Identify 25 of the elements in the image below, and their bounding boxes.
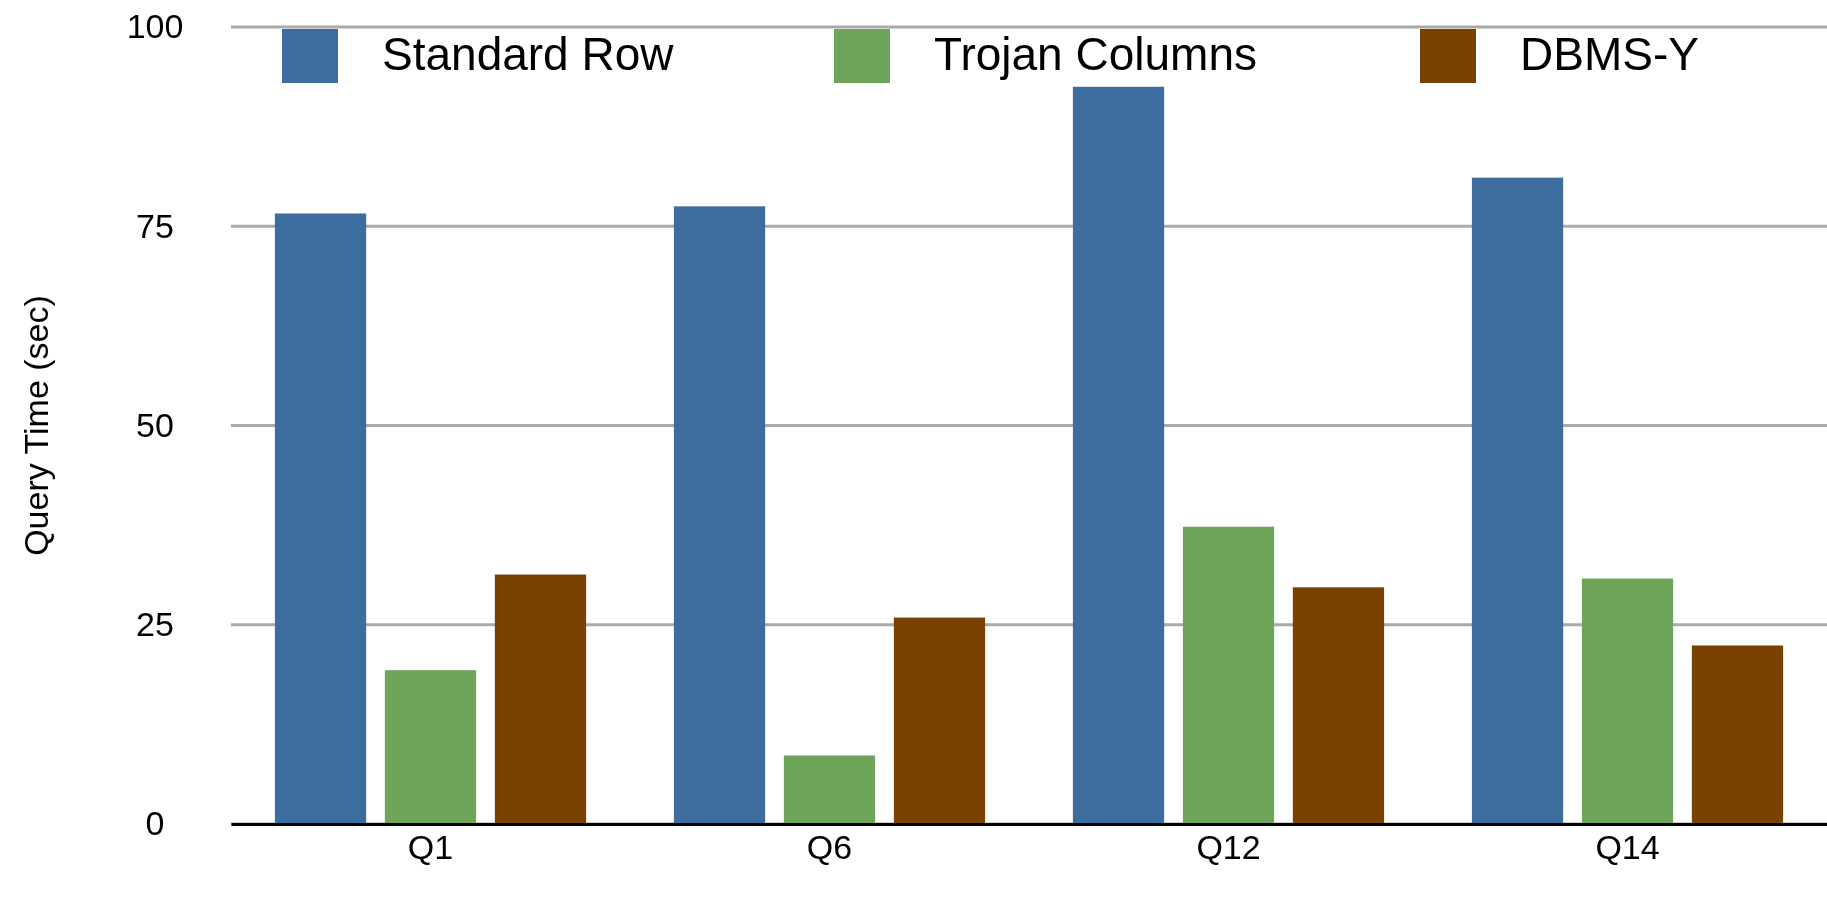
x-tick-label: Q1 [407, 828, 454, 866]
bar [673, 206, 766, 824]
bar [274, 213, 367, 824]
bar [1581, 578, 1674, 824]
y-tick-label: 0 [145, 804, 165, 843]
bar [1292, 587, 1385, 824]
legend-label: Trojan Columns [934, 28, 1257, 80]
bar [1471, 177, 1564, 824]
bar [384, 670, 477, 824]
x-tick-label: Q14 [1595, 828, 1660, 866]
bar [1182, 526, 1275, 824]
x-tick-label: Q6 [806, 828, 853, 866]
y-tick-label: 25 [136, 605, 174, 644]
bar [893, 617, 986, 824]
legend-label: DBMS-Y [1520, 28, 1699, 80]
bar [1691, 645, 1784, 824]
bar [1072, 86, 1165, 824]
x-tick-label: Q12 [1196, 828, 1261, 866]
legend-label: Standard Row [382, 28, 675, 80]
y-tick-label: 75 [136, 206, 174, 245]
bar [783, 755, 876, 824]
y-tick-label: 50 [136, 405, 174, 444]
y-axis-title: Query Time (sec) [17, 295, 55, 556]
bar [494, 574, 587, 824]
y-tick-label: 100 [126, 7, 184, 46]
